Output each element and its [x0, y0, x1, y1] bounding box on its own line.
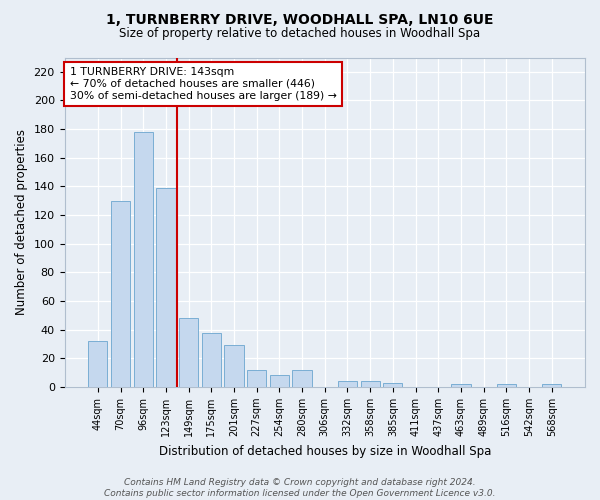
Bar — [383, 382, 403, 387]
Text: Size of property relative to detached houses in Woodhall Spa: Size of property relative to detached ho… — [119, 28, 481, 40]
Bar — [338, 381, 357, 387]
Bar — [111, 200, 130, 387]
Bar — [88, 341, 107, 387]
Text: 1, TURNBERRY DRIVE, WOODHALL SPA, LN10 6UE: 1, TURNBERRY DRIVE, WOODHALL SPA, LN10 6… — [106, 12, 494, 26]
Text: 1 TURNBERRY DRIVE: 143sqm
← 70% of detached houses are smaller (446)
30% of semi: 1 TURNBERRY DRIVE: 143sqm ← 70% of detac… — [70, 68, 337, 100]
Bar — [361, 381, 380, 387]
Bar — [270, 376, 289, 387]
Bar — [451, 384, 470, 387]
Bar — [497, 384, 516, 387]
Bar — [542, 384, 562, 387]
Bar — [179, 318, 198, 387]
Bar — [202, 332, 221, 387]
Bar — [292, 370, 312, 387]
Bar — [247, 370, 266, 387]
X-axis label: Distribution of detached houses by size in Woodhall Spa: Distribution of detached houses by size … — [158, 444, 491, 458]
Y-axis label: Number of detached properties: Number of detached properties — [15, 129, 28, 315]
Bar — [134, 132, 153, 387]
Bar — [156, 188, 176, 387]
Text: Contains HM Land Registry data © Crown copyright and database right 2024.
Contai: Contains HM Land Registry data © Crown c… — [104, 478, 496, 498]
Bar — [224, 346, 244, 387]
